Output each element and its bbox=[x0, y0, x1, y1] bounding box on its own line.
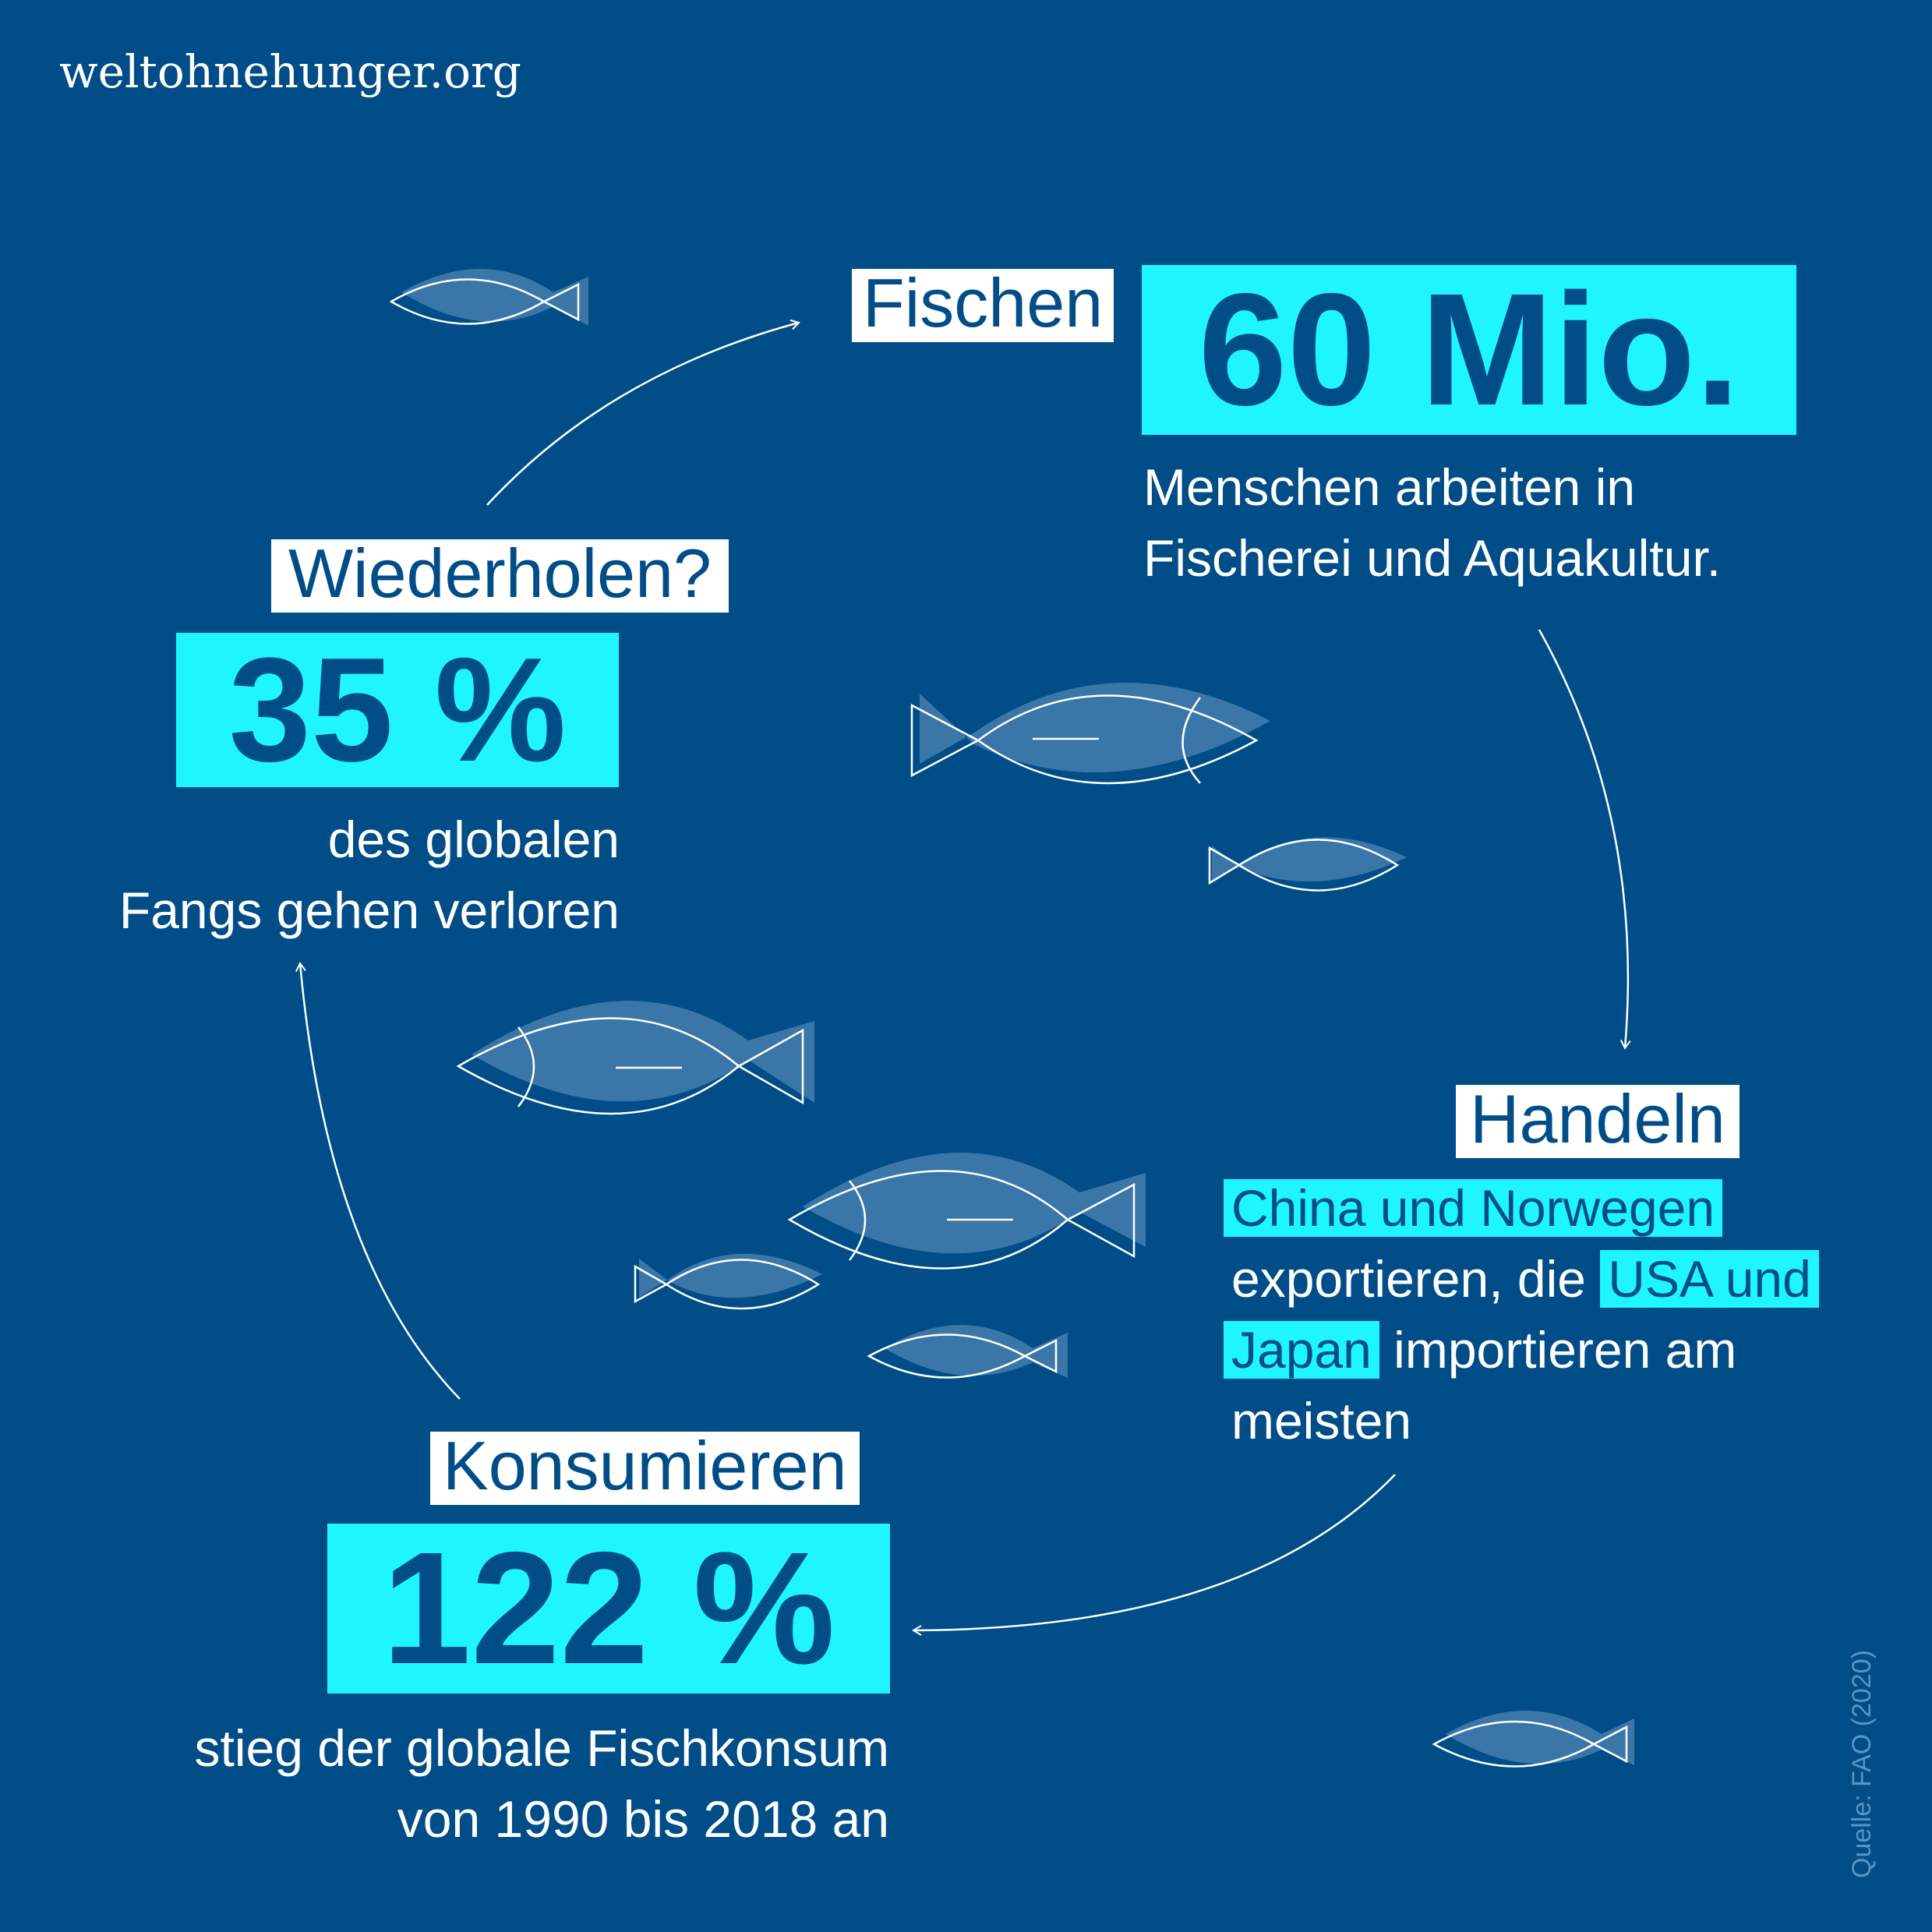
source-note: Quelle: FAO (2020) bbox=[1847, 1650, 1877, 1878]
fish-icon bbox=[389, 269, 588, 326]
desc-handeln: China und Norwegen exportieren, die USA … bbox=[1224, 1173, 1819, 1457]
arrow-to-fischen bbox=[486, 319, 800, 506]
value-wiederholen: 35 % bbox=[176, 633, 619, 787]
fish-icon bbox=[456, 1001, 814, 1115]
highlight-importers-1: USA und bbox=[1600, 1250, 1819, 1308]
value-konsumieren: 122 % bbox=[327, 1524, 890, 1694]
highlight-exporters: China und Norwegen bbox=[1224, 1179, 1723, 1237]
fish-icon bbox=[910, 683, 1270, 785]
fish-icon bbox=[1432, 1711, 1634, 1768]
desc-wiederholen-line2: Fangs gehen verloren bbox=[118, 881, 620, 939]
desc-handeln-text3: meisten bbox=[1231, 1392, 1412, 1450]
arrow-to-handeln bbox=[1538, 629, 1631, 1050]
desc-konsumieren: stieg der globale Fischkonsum von 1990 b… bbox=[195, 1713, 889, 1855]
step-label-handeln: Handeln bbox=[1456, 1085, 1740, 1158]
desc-konsumieren-line1: stieg der globale Fischkonsum bbox=[194, 1719, 889, 1777]
fish-icon bbox=[1208, 837, 1407, 892]
desc-wiederholen-line1: des globalen bbox=[327, 811, 620, 868]
desc-fischen: Menschen arbeiten in Fischerei und Aquak… bbox=[1143, 452, 1721, 594]
brand-logo: weltohnehunger.org bbox=[59, 45, 521, 98]
step-label-fischen: Fischen bbox=[852, 269, 1114, 342]
highlight-importers-2: Japan bbox=[1224, 1321, 1379, 1379]
fish-icon bbox=[867, 1325, 1068, 1379]
step-label-wiederholen: Wiederholen? bbox=[271, 539, 729, 613]
desc-fischen-line2: Fischerei und Aquakultur. bbox=[1143, 529, 1722, 587]
desc-handeln-text1: exportieren, die bbox=[1231, 1250, 1586, 1308]
desc-konsumieren-line2: von 1990 bis 2018 an bbox=[397, 1790, 889, 1848]
desc-handeln-text2: importieren am bbox=[1393, 1321, 1737, 1379]
arrow-to-konsumieren bbox=[912, 1474, 1396, 1636]
arrow-to-wiederholen bbox=[295, 962, 461, 1400]
fish-icon bbox=[634, 1253, 822, 1310]
value-fischen: 60 Mio. bbox=[1142, 265, 1796, 435]
step-label-konsumieren: Konsumieren bbox=[430, 1432, 860, 1505]
desc-fischen-line1: Menschen arbeiten in bbox=[1143, 458, 1636, 516]
fish-icon bbox=[787, 1153, 1146, 1270]
desc-wiederholen: des globalen Fangs gehen verloren bbox=[119, 804, 620, 946]
